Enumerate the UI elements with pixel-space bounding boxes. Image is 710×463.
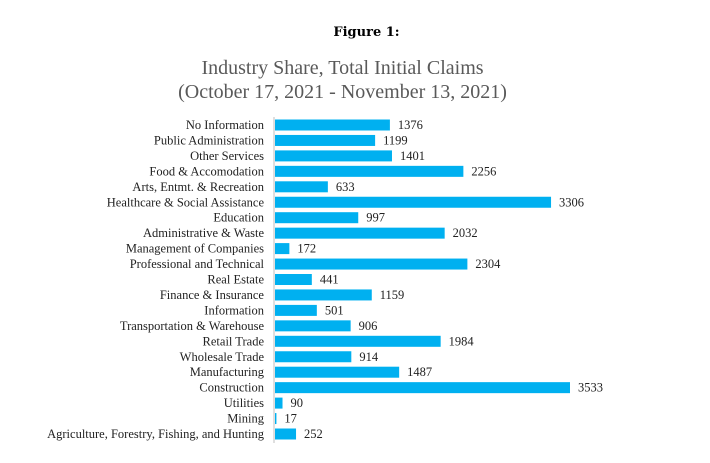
value-label: 914 bbox=[359, 350, 379, 364]
value-label: 172 bbox=[297, 242, 316, 256]
chart-title: Industry Share, Total Initial Claims (Oc… bbox=[0, 56, 685, 104]
category-label: Arts, Entmt. & Recreation bbox=[132, 180, 264, 194]
category-label: Wholesale Trade bbox=[180, 350, 265, 364]
bar bbox=[275, 382, 570, 394]
category-label: Other Services bbox=[190, 149, 264, 163]
bar bbox=[275, 304, 317, 316]
chart-subtitle: (October 17, 2021 - November 13, 2021) bbox=[178, 81, 507, 103]
category-label: Healthcare & Social Assistance bbox=[107, 195, 265, 209]
category-label: Professional and Technical bbox=[130, 257, 265, 271]
category-label: Real Estate bbox=[207, 273, 264, 287]
bar bbox=[275, 428, 297, 440]
category-label: No Information bbox=[186, 118, 265, 132]
bar bbox=[275, 258, 468, 270]
value-label: 2256 bbox=[471, 164, 496, 178]
bars bbox=[275, 119, 570, 440]
bar bbox=[275, 413, 277, 425]
category-label: Finance & Insurance bbox=[160, 288, 265, 302]
bar bbox=[275, 227, 445, 239]
bar bbox=[275, 165, 464, 177]
category-label: Food & Accomodation bbox=[149, 164, 264, 178]
category-label: Administrative & Waste bbox=[143, 226, 264, 240]
bar bbox=[275, 320, 351, 332]
bar bbox=[275, 289, 372, 301]
category-label: Retail Trade bbox=[203, 334, 265, 348]
bar bbox=[275, 351, 352, 363]
bar bbox=[275, 134, 376, 146]
category-label: Construction bbox=[199, 381, 264, 395]
value-label: 1376 bbox=[398, 118, 423, 132]
category-label: Public Administration bbox=[154, 133, 265, 147]
chart-title-line: Industry Share, Total Initial Claims bbox=[201, 57, 484, 79]
category-label: Utilities bbox=[224, 396, 264, 410]
category-label: Education bbox=[213, 211, 264, 225]
category-label: Manufacturing bbox=[190, 365, 265, 379]
category-label: Agriculture, Forestry, Fishing, and Hunt… bbox=[47, 427, 265, 441]
value-label: 1401 bbox=[400, 149, 425, 163]
value-label: 3533 bbox=[578, 381, 603, 395]
bar bbox=[275, 335, 441, 347]
value-label: 1487 bbox=[407, 365, 432, 379]
bar bbox=[275, 196, 552, 208]
bar bbox=[275, 397, 283, 409]
value-label: 252 bbox=[304, 427, 323, 441]
value-label: 441 bbox=[320, 273, 339, 287]
category-label: Information bbox=[204, 303, 264, 317]
value-label: 1984 bbox=[449, 334, 475, 348]
bar bbox=[275, 119, 390, 131]
value-label: 1159 bbox=[380, 288, 405, 302]
value-label: 997 bbox=[366, 211, 385, 225]
value-label: 2032 bbox=[453, 226, 478, 240]
bar bbox=[275, 366, 400, 378]
value-label: 1199 bbox=[383, 133, 408, 147]
category-label: Mining bbox=[227, 412, 265, 426]
value-label: 90 bbox=[291, 396, 304, 410]
category-label: Management of Companies bbox=[126, 242, 264, 256]
bar bbox=[275, 243, 290, 255]
bar bbox=[275, 150, 392, 162]
bar bbox=[275, 212, 359, 224]
value-label: 633 bbox=[336, 180, 355, 194]
figure-label: Figure 1: bbox=[333, 25, 400, 40]
bar bbox=[275, 181, 328, 193]
value-label: 2304 bbox=[475, 257, 501, 271]
value-label: 3306 bbox=[559, 195, 584, 209]
category-label: Transportation & Warehouse bbox=[120, 319, 265, 333]
bar bbox=[275, 274, 312, 285]
value-label: 17 bbox=[284, 412, 297, 426]
value-label: 501 bbox=[325, 303, 344, 317]
value-label: 906 bbox=[359, 319, 378, 333]
